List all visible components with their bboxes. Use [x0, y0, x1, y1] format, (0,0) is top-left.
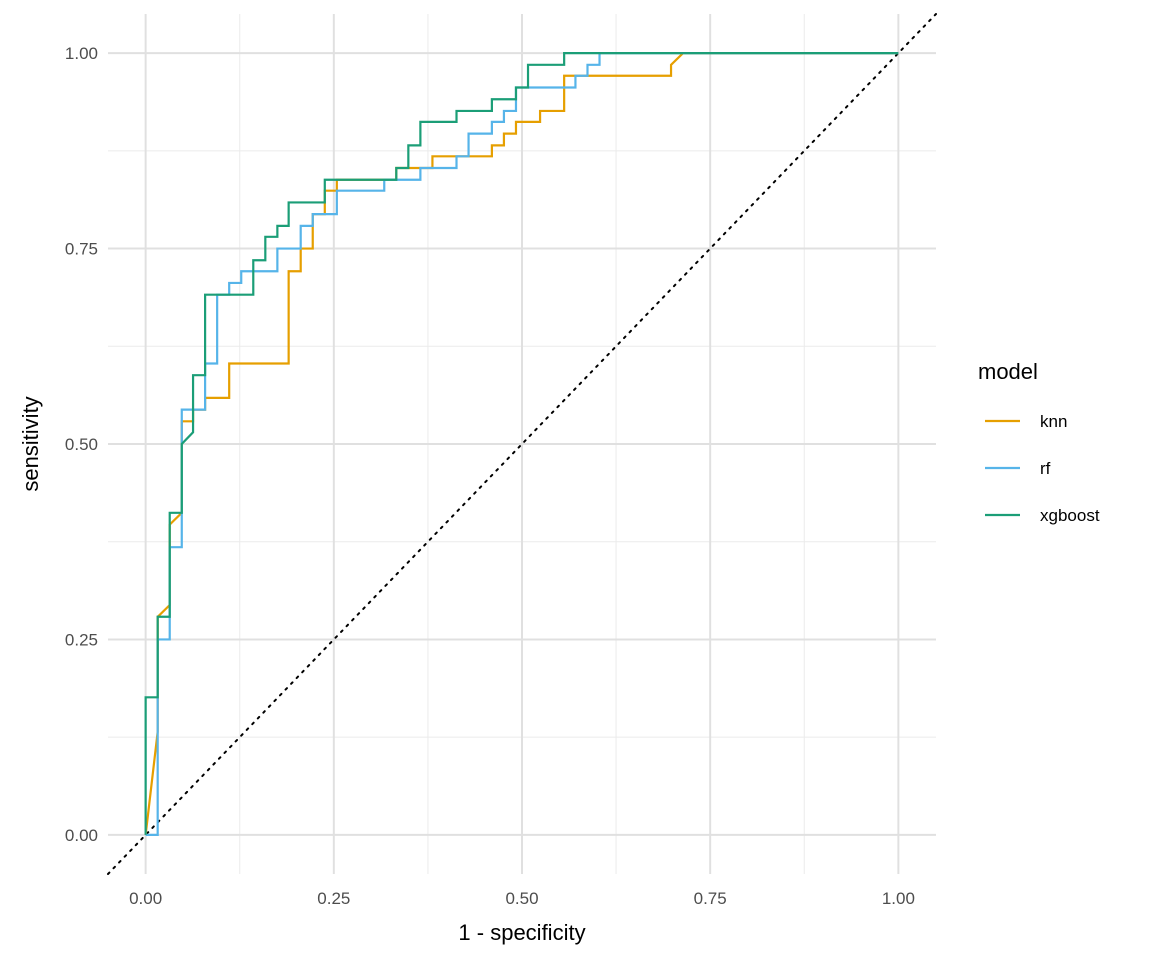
reference-line	[107, 13, 937, 875]
legend-label-rf: rf	[1040, 459, 1051, 478]
tick-labels: 0.00 0.25 0.50 0.75 1.00 0.00 0.25 0.50 0.75 1.00	[65, 44, 915, 908]
x-tick-label: 0.50	[505, 889, 538, 908]
y-tick-label: 0.50	[65, 435, 98, 454]
series-line-xgboost	[144, 51, 899, 835]
y-tick-label: 0.25	[65, 630, 98, 649]
x-tick-label: 0.00	[129, 889, 162, 908]
legend-label-xgboost: xgboost	[1040, 506, 1100, 525]
y-tick-label: 1.00	[65, 44, 98, 63]
x-tick-label: 0.75	[694, 889, 727, 908]
x-tick-label: 1.00	[882, 889, 915, 908]
legend-label-knn: knn	[1040, 412, 1067, 431]
legend-title: model	[978, 359, 1038, 384]
grid	[108, 14, 936, 874]
x-axis-title: 1 - specificity	[458, 920, 585, 945]
y-axis-title: sensitivity	[18, 396, 43, 491]
series-line-knn	[144, 51, 899, 836]
y-tick-label: 0.00	[65, 826, 98, 845]
x-tick-label: 0.25	[317, 889, 350, 908]
legend: model knn rf xgboost	[978, 359, 1100, 525]
reference-diagonal	[107, 13, 937, 875]
series-lines	[144, 51, 899, 837]
legend-items: knn rf xgboost	[985, 412, 1100, 525]
y-tick-label: 0.75	[65, 240, 98, 259]
